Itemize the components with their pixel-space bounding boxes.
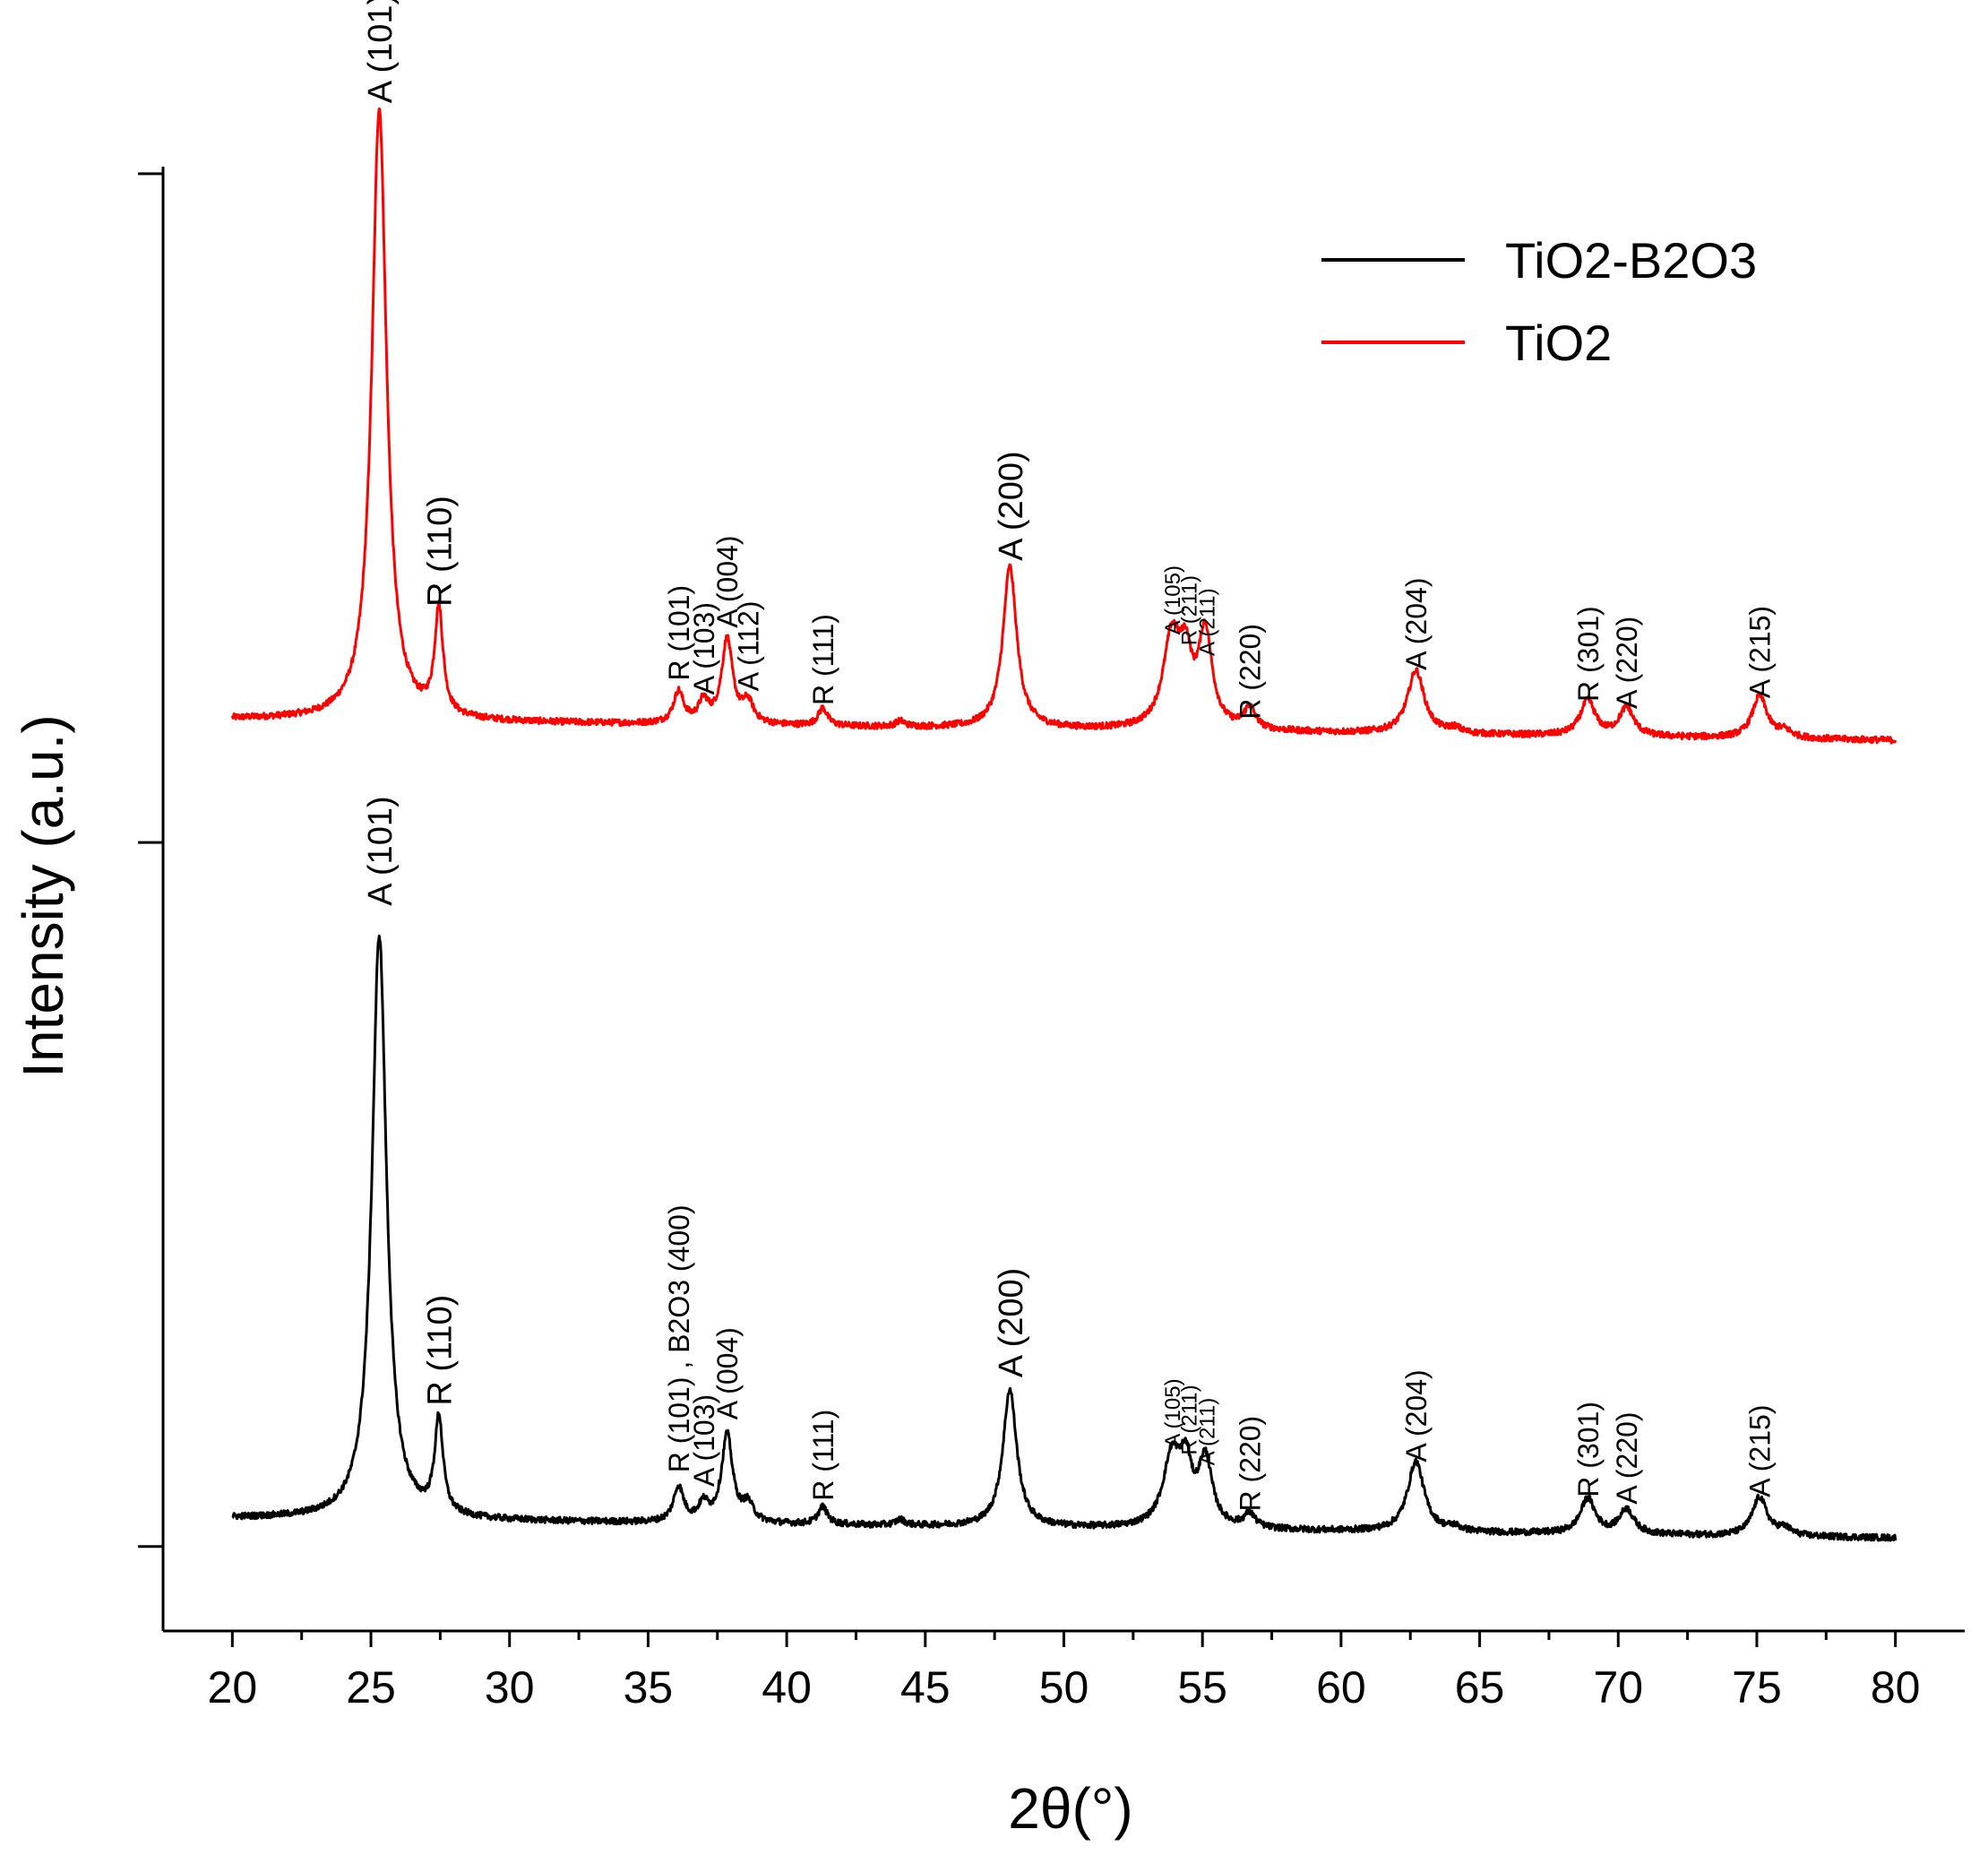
x-tick-label: 25 (346, 1662, 396, 1713)
peak-label: A (204) (1400, 1369, 1433, 1462)
peak-label: R (220) (1234, 1416, 1266, 1512)
peak-label: A (215) (1744, 1405, 1777, 1497)
x-tick-label: 70 (1593, 1662, 1643, 1713)
peak-label: A (105) (1161, 1378, 1185, 1447)
peak-label: R (220) (1234, 624, 1266, 720)
peak-label: A (220) (1611, 1411, 1643, 1504)
peak-label: A (105) (1161, 565, 1185, 634)
x-tick-label: 65 (1455, 1662, 1505, 1713)
peak-annotations: A (101)R (110)R (101)A (103)A (004)A (11… (362, 0, 1777, 1512)
x-tick-label: 55 (1177, 1662, 1227, 1713)
peak-label: A (004) (711, 1327, 744, 1419)
peak-label: R (101) , B2O3 (400) (663, 1204, 695, 1472)
peak-label: A (101) (362, 0, 400, 103)
peak-label: R (111) (807, 1410, 839, 1501)
peak-label: R (111) (807, 614, 839, 705)
x-tick-label: 45 (900, 1662, 951, 1713)
peak-label: R (211) (1177, 1385, 1201, 1454)
peak-label: R (110) (422, 496, 460, 607)
x-ticks: 20 25 30 35 40 45 50 55 60 65 70 75 80 (208, 1631, 1921, 1713)
peak-label: R (211) (1177, 575, 1201, 645)
x-tick-label: 30 (485, 1662, 535, 1713)
peak-label: R (301) (1572, 606, 1605, 702)
peak-label: A (004) (711, 535, 744, 627)
peak-label: A (200) (993, 1268, 1030, 1378)
peak-label: R (301) (1572, 1402, 1605, 1497)
peak-label: R (101) (663, 585, 695, 681)
peak-label: A (204) (1400, 578, 1433, 670)
series-line-tio2-b2o3 (231, 934, 1898, 1542)
peak-label: A (200) (993, 451, 1030, 561)
peak-label: A (215) (1744, 606, 1777, 698)
x-tick-label: 75 (1732, 1662, 1782, 1713)
x-tick-label: 50 (1039, 1662, 1089, 1713)
peak-label: A (103) (688, 602, 720, 695)
peak-label: R (110) (422, 1295, 460, 1406)
legend-label: TiO2 (1505, 315, 1612, 371)
x-axis-title: 2θ(°) (1008, 1776, 1132, 1841)
x-tick-label: 35 (624, 1662, 674, 1713)
y-axis-title: Intensity (a.u.) (11, 714, 75, 1078)
peak-label: A (211) (1196, 588, 1220, 656)
x-tick-label: 60 (1316, 1662, 1366, 1713)
peak-label: A (101) (362, 796, 400, 906)
peak-label: A (112) (732, 601, 764, 692)
series-layer (230, 107, 1898, 1542)
legend-label: TiO2-B2O3 (1505, 232, 1757, 289)
x-tick-label: 40 (762, 1662, 812, 1713)
series-line-tio2 (230, 107, 1898, 745)
x-tick-label: 20 (208, 1662, 258, 1713)
axes (161, 167, 1965, 1633)
y-ticks (138, 172, 163, 1549)
peak-label: A (103) (688, 1394, 720, 1487)
x-tick-label: 80 (1871, 1662, 1921, 1713)
peak-label: A (220) (1611, 617, 1643, 709)
legend: TiO2-B2O3 TiO2 (1321, 232, 1757, 371)
peak-label: A (211) (1196, 1398, 1220, 1466)
